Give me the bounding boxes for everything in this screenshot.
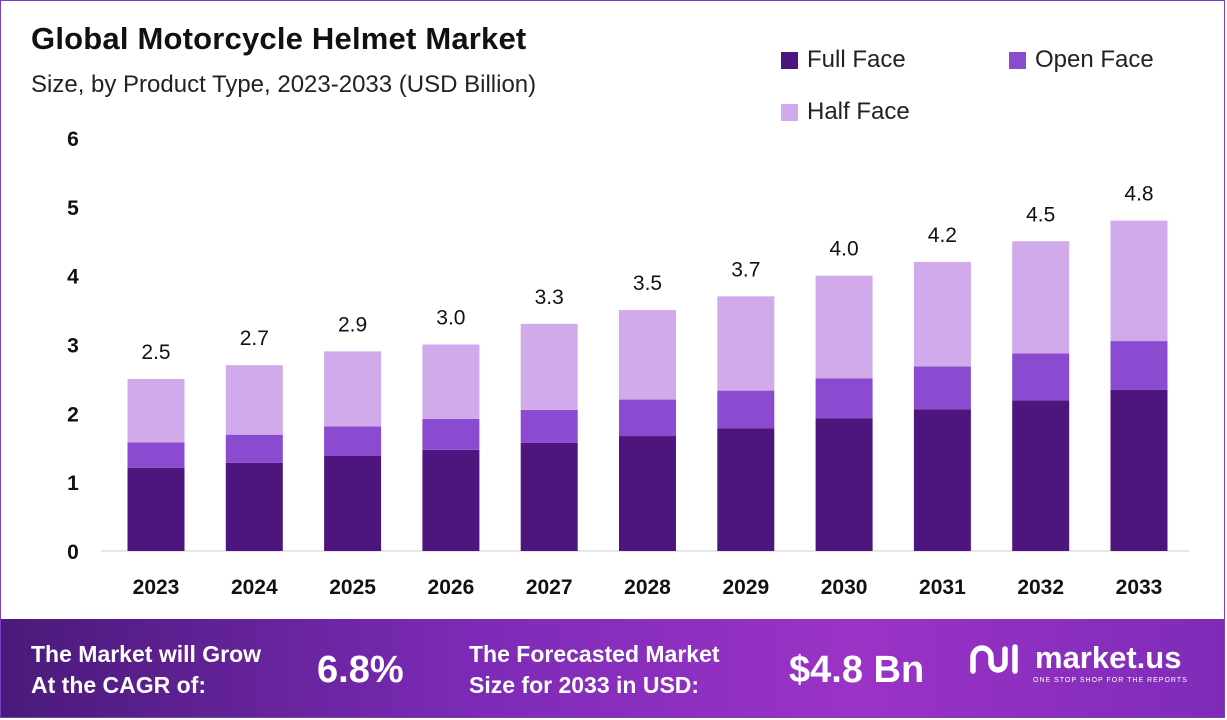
y-tick-label: 0: [67, 541, 79, 564]
legend-item-half-face: Half Face: [781, 98, 910, 126]
bar-segment-full-face: [815, 418, 873, 551]
bar-segment-half-face: [520, 323, 578, 410]
market-us-logo-icon: [970, 644, 1018, 674]
bar-segment-half-face: [225, 365, 283, 435]
cagr-label: The Market will Grow At the CAGR of:: [31, 639, 261, 701]
forecast-value: $4.8 Bn: [789, 649, 925, 691]
bar-segment-half-face: [913, 261, 971, 367]
x-tick-label: 2029: [722, 576, 769, 599]
x-tick-label: 2030: [821, 576, 868, 599]
bar-segment-half-face: [422, 344, 480, 419]
x-tick-label: 2028: [624, 576, 671, 599]
bar-segment-full-face: [1012, 400, 1070, 551]
bar-segment-open-face: [619, 399, 676, 437]
bar-segment-open-face: [225, 434, 283, 463]
legend-label-full-face: Full Face: [807, 46, 906, 73]
bar-segment-half-face: [717, 296, 775, 391]
chart-title: Global Motorcycle Helmet Market: [31, 21, 527, 56]
legend-label-open-face: Open Face: [1035, 46, 1154, 73]
x-tick-label: 2024: [231, 576, 278, 599]
bar-total-label: 3.3: [535, 286, 564, 309]
bar-segment-open-face: [913, 366, 971, 410]
bar-segment-open-face: [1110, 341, 1168, 390]
brand-logo[interactable]: market.us ONE STOP SHOP FOR THE REPORTS: [969, 640, 1187, 684]
bar-segment-full-face: [520, 442, 578, 551]
cagr-value: 6.8%: [317, 649, 404, 691]
bar-segment-open-face: [422, 418, 480, 450]
bar-total-label: 4.0: [829, 238, 858, 261]
x-tick-label: 2026: [428, 576, 475, 599]
brand-tagline: ONE STOP SHOP FOR THE REPORTS: [1033, 677, 1188, 684]
bar-segment-full-face: [717, 428, 775, 551]
legend-swatch-full-face: [781, 51, 798, 69]
bar-total-label: 3.7: [731, 258, 760, 281]
brand-name: market.us: [1035, 640, 1182, 675]
bar-total-label: 4.8: [1124, 183, 1153, 206]
bar-segment-full-face: [422, 449, 480, 551]
bar-total-label: 3.5: [633, 272, 662, 295]
x-tick-label: 2023: [133, 576, 180, 599]
legend-item-full-face: Full Face: [781, 46, 906, 74]
y-tick-label: 2: [67, 403, 79, 426]
y-tick-label: 6: [67, 128, 79, 151]
bar-total-label: 4.2: [928, 224, 957, 247]
forecast-label-line-1: The Forecasted Market: [469, 641, 720, 667]
bar-segment-open-face: [324, 426, 382, 457]
bar-segment-open-face: [717, 390, 775, 429]
bar-segment-half-face: [1110, 220, 1168, 342]
bar-total-label: 2.5: [141, 341, 170, 364]
bar-segment-half-face: [1012, 241, 1070, 354]
y-tick-label: 1: [67, 472, 79, 495]
bar-segment-half-face: [815, 275, 873, 379]
bar-segment-open-face: [127, 442, 185, 468]
bar-segment-full-face: [127, 467, 185, 551]
bar-chart: 0 1 2 3 4 5 6 2.5 2023 2.7 2024 2.9 2025 3.0 2026 3.3 20…: [67, 128, 1189, 599]
bar-segment-full-face: [619, 436, 676, 551]
bar-segment-half-face: [619, 310, 676, 400]
x-tick-label: 2025: [329, 576, 376, 599]
bar-segment-full-face: [913, 409, 971, 551]
y-tick-label: 4: [67, 266, 79, 289]
bar-segment-half-face: [127, 378, 185, 443]
bar-total-label: 3.0: [436, 307, 465, 330]
bar-segment-open-face: [815, 378, 873, 419]
cagr-label-line-2: At the CAGR of:: [31, 672, 207, 698]
forecast-label: The Forecasted Market Size for 2033 in U…: [469, 639, 720, 701]
footer-banner: The Market will Grow At the CAGR of: 6.8…: [1, 619, 1224, 717]
legend-swatch-half-face: [781, 103, 798, 121]
y-tick-label: 3: [67, 335, 79, 358]
legend-label-half-face: Half Face: [807, 98, 910, 125]
legend-swatch-open-face: [1009, 51, 1026, 69]
bar-total-label: 2.9: [338, 313, 367, 336]
cagr-label-line-1: The Market will Grow: [31, 641, 262, 667]
forecast-label-line-2: Size for 2033 in USD:: [469, 672, 700, 698]
bar-total-label: 2.7: [240, 327, 269, 350]
bar-segment-full-face: [225, 462, 283, 551]
x-tick-label: 2033: [1116, 576, 1163, 599]
x-tick-label: 2031: [919, 576, 966, 599]
x-tick-label: 2027: [526, 576, 573, 599]
x-tick-label: 2032: [1017, 576, 1064, 599]
y-tick-label: 5: [67, 197, 79, 220]
bar-segment-open-face: [520, 409, 578, 443]
bar-segment-open-face: [1012, 353, 1070, 401]
bar-segment-half-face: [324, 351, 382, 427]
legend-item-open-face: Open Face: [1009, 46, 1154, 74]
bar-segment-full-face: [1110, 389, 1168, 551]
chart-subtitle: Size, by Product Type, 2023-2033 (USD Bi…: [31, 71, 537, 98]
bar-segment-full-face: [324, 456, 382, 551]
bar-total-label: 4.5: [1026, 203, 1055, 226]
